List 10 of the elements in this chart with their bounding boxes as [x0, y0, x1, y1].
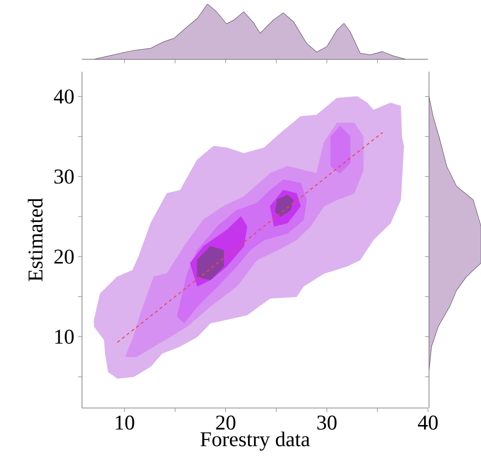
y-tick-label: 40 — [54, 89, 74, 104]
y-tick-label: 30 — [54, 170, 74, 184]
y-tick-label: 20 — [54, 250, 74, 264]
x-axis-title: Forestry data — [200, 432, 310, 451]
y-tick-label: 10 — [55, 330, 74, 344]
x-tick-label: 20 — [216, 416, 236, 430]
x-tick-label: 30 — [317, 416, 337, 430]
x-tick-label: 40 — [418, 416, 438, 430]
y-axis-title: Estimated — [28, 198, 43, 282]
x-tick-label: 10 — [116, 416, 134, 430]
